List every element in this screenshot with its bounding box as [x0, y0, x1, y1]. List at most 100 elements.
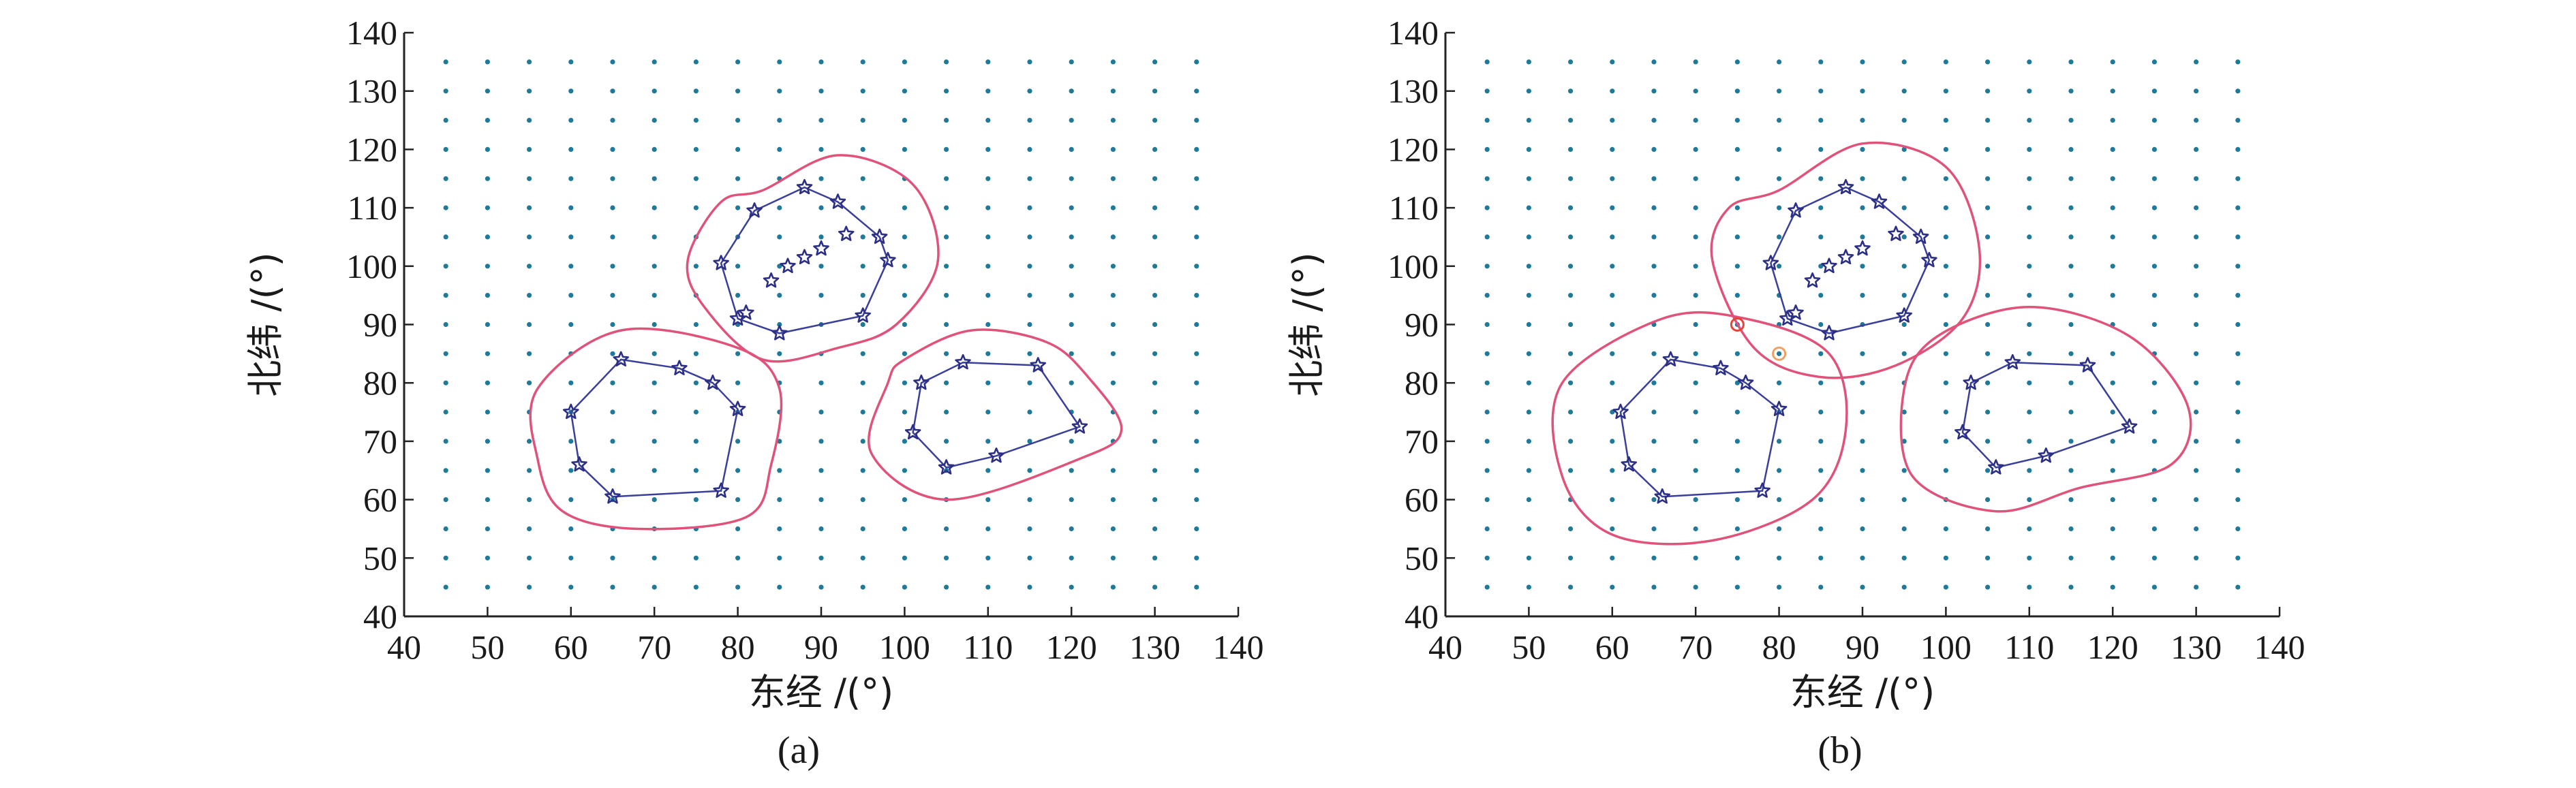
cluster-boundary — [1899, 306, 2192, 513]
star-point — [1821, 325, 1837, 341]
grid-point — [1651, 439, 1657, 444]
grid-point — [985, 205, 991, 210]
cluster-hull — [1619, 358, 1780, 498]
grid-point — [1152, 321, 1158, 328]
grid-point — [1985, 293, 1991, 298]
grid-point — [1069, 264, 1074, 269]
grid-point — [735, 118, 741, 123]
grid-point — [2235, 351, 2241, 356]
grid-point — [1069, 526, 1074, 532]
grid-point — [2068, 146, 2074, 152]
grid-point — [777, 146, 782, 152]
grid-point — [1027, 468, 1032, 473]
star-point — [1954, 424, 1971, 440]
y-axis-title: 北纬 /(°) — [244, 252, 287, 397]
grid-point — [1110, 468, 1116, 473]
star-point — [763, 272, 780, 288]
grid-point — [2194, 380, 2199, 385]
grid-point — [1651, 497, 1657, 503]
grid-point — [443, 468, 448, 473]
grid-point — [651, 176, 657, 181]
star-point — [796, 178, 813, 195]
grid-point — [2151, 264, 2157, 269]
grid-point — [527, 234, 532, 240]
grid-point — [1734, 146, 1740, 152]
grid-point — [1610, 555, 1615, 561]
grid-point — [1901, 234, 1907, 240]
grid-point — [1651, 351, 1657, 356]
grid-point — [1777, 146, 1782, 152]
grid-point — [985, 468, 991, 473]
y-tick-label: 130 — [1387, 72, 1439, 110]
grid-point — [1526, 584, 1531, 590]
grid-point — [1526, 468, 1531, 473]
grid-point — [985, 234, 991, 240]
grid-point — [1194, 264, 1199, 269]
grid-point — [693, 89, 699, 94]
grid-point — [1901, 176, 1907, 181]
y-tick-label: 50 — [363, 539, 397, 577]
star-point — [780, 257, 796, 273]
grid-point — [1484, 468, 1490, 473]
star-point — [1788, 202, 1804, 218]
cluster-2 — [686, 154, 940, 363]
grid-point — [1152, 146, 1158, 152]
grid-point — [2194, 409, 2199, 415]
grid-point — [902, 59, 907, 65]
grid-point — [2068, 59, 2074, 65]
grid-point — [902, 234, 907, 240]
grid-point — [1651, 293, 1657, 298]
grid-point — [2110, 555, 2115, 561]
x-tick-label: 90 — [804, 628, 838, 666]
grid-point — [651, 89, 657, 94]
grid-point — [1194, 380, 1199, 385]
grid-point — [568, 526, 574, 532]
grid-point — [2068, 234, 2074, 240]
grid-point — [2027, 351, 2032, 356]
grid-point — [1901, 146, 1907, 152]
grid-point — [1985, 321, 1991, 328]
y-tick-label: 40 — [363, 597, 397, 635]
cluster-1 — [1551, 311, 1848, 546]
star-point — [1854, 240, 1871, 256]
grid-point — [1484, 555, 1490, 561]
grid-point — [902, 468, 907, 473]
y-tick-label: 100 — [1387, 247, 1439, 285]
grid-point — [610, 59, 615, 65]
grid-point — [777, 351, 782, 356]
grid-point — [2194, 234, 2199, 240]
grid-point — [1651, 468, 1657, 473]
grid-point — [610, 146, 615, 152]
grid-point — [1568, 555, 1574, 561]
grid-dots — [443, 59, 1199, 590]
grid-point — [485, 234, 491, 240]
grid-point — [568, 176, 574, 181]
grid-point — [610, 380, 615, 385]
grid-point — [1194, 555, 1199, 561]
star-point — [1871, 193, 1888, 209]
grid-point — [860, 468, 865, 473]
cluster-hull — [1770, 186, 1931, 334]
grid-point — [1985, 351, 1991, 356]
grid-point — [2110, 497, 2115, 503]
grid-point — [1777, 439, 1782, 444]
grid-point — [2110, 176, 2115, 181]
grid-point — [1860, 118, 1865, 123]
grid-point — [2235, 293, 2241, 298]
grid-point — [651, 118, 657, 123]
grid-point — [1943, 380, 1948, 385]
grid-point — [1110, 118, 1116, 123]
grid-point — [2027, 89, 2032, 94]
grid-point — [777, 497, 782, 503]
grid-point — [2068, 439, 2074, 444]
grid-point — [651, 555, 657, 561]
cluster-2 — [1710, 141, 1982, 379]
grid-point — [902, 409, 907, 415]
grid-point — [1734, 234, 1740, 240]
grid-point — [2194, 146, 2199, 152]
grid-point — [443, 351, 448, 356]
grid-point — [1526, 526, 1531, 532]
grid-point — [527, 176, 532, 181]
x-tick-label: 50 — [1512, 628, 1546, 666]
x-tick-label: 70 — [1678, 628, 1713, 666]
